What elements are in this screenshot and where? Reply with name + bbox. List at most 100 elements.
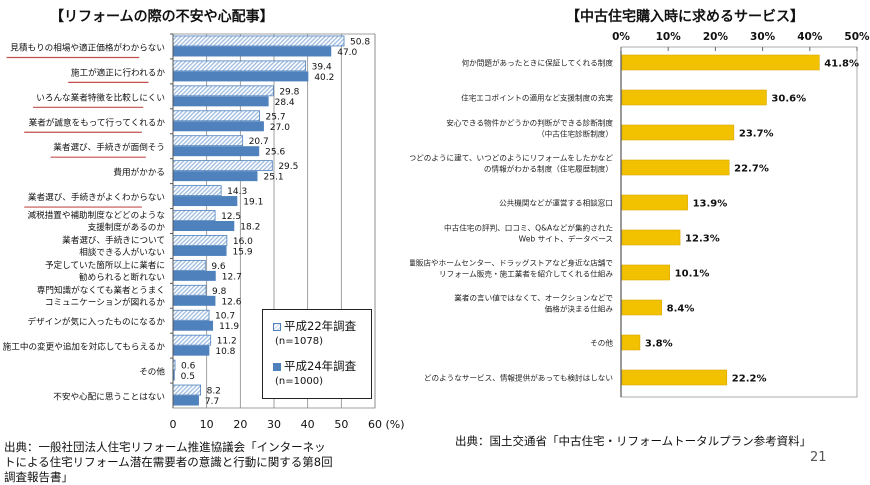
bar-h24 (173, 96, 269, 107)
category-label: Web サイト、データベース (519, 234, 613, 244)
category-label: 中古住宅の評判、口コミ、Q&Aなどが集約された (444, 223, 613, 233)
bar-h24 (173, 320, 214, 331)
bar-h22 (172, 85, 274, 97)
category-label: の情報がわかる制度（住宅履歴制度） (484, 164, 613, 174)
left-chart-title: 【リフォームの際の不安や心配事】 (50, 9, 274, 25)
bar-h24 (173, 370, 175, 381)
data-label: 23.7% (739, 129, 774, 140)
data-label: 11.2 (217, 337, 237, 347)
category-label: 家電量販店やホームセンター、ドラッグストアなど身近な店舗で (410, 258, 613, 268)
category-label: 施工中の変更や追加を対応してもらえるか (3, 341, 166, 353)
legend-item-h22: 平成22年調査 (273, 318, 356, 334)
bar-h24 (173, 146, 260, 157)
category-label: 業者が誠意をもって行ってくれるか (29, 116, 166, 128)
x-tick-label: 50 (334, 418, 348, 431)
left-chart: 見積もりの相場や適正価格がわからない 50.847.0 施工が適正に行われるか 39.… (3, 33, 405, 431)
category-label: 業者の言い値ではなくて、オークションなどで (454, 293, 613, 303)
category-label: リフォーム販売・施工業者を紹介してくれる仕組み (439, 269, 613, 279)
legend-label-h22: 平成22年調査 (284, 319, 357, 333)
left-chart-legend: 平成22年調査 (n=1078) 平成24年調査 (n=1000) (262, 309, 372, 399)
category-label: その他 (139, 366, 165, 378)
bar (621, 369, 728, 386)
bar (621, 334, 641, 351)
data-label: 20.7 (249, 137, 269, 147)
bar-h22 (172, 235, 228, 246)
data-label: 25.1 (264, 173, 284, 183)
bar-h24 (173, 270, 216, 281)
data-label: 10.1% (675, 269, 710, 280)
legend-sample-h24: (n=1000) (275, 376, 323, 387)
category-label: 公共機関などが運営する相談窓口 (499, 198, 613, 208)
bar-h24 (173, 121, 264, 132)
data-label: 11.9 (219, 322, 239, 332)
bar (621, 159, 730, 176)
data-label: 19.1 (243, 198, 263, 208)
category-label: 勧められると断れない (79, 271, 165, 283)
category-label: 施工が適正に行われるか (71, 66, 166, 78)
bar-h22 (172, 284, 207, 296)
data-label: 41.8% (824, 59, 859, 70)
bar-h24 (173, 395, 199, 406)
category-label: 予定していた箇所以上に業者に (45, 259, 165, 271)
data-label: 8.2 (207, 387, 221, 397)
right-chart: 0% 10% 20% 30% 40% 50% 41.8% 何か問題があったときに保証してくれ… (410, 31, 870, 398)
bar (621, 89, 767, 106)
x-tick-label: 30% (750, 31, 776, 43)
bar-h22 (172, 384, 202, 396)
bar-h24 (173, 196, 238, 207)
left-chart-source: 出典：一般社団法人住宅リフォーム推進協議会「インターネットによる住宅リフォーム潜… (4, 440, 333, 484)
data-label: 22.2% (732, 374, 767, 385)
data-label: 27.0 (270, 123, 290, 133)
x-tick-label: 30 (267, 418, 281, 431)
category-label: 相談できる人がいない (79, 246, 165, 258)
category-label: （中古住宅診断制度） (537, 129, 613, 139)
bar-h22 (172, 110, 260, 122)
right-chart-title: 【中古住宅購入時に求めるサービス】 (566, 9, 804, 25)
bar-h22 (172, 135, 244, 147)
data-label: 9.8 (212, 287, 227, 297)
data-label: 9.6 (211, 262, 226, 272)
category-label: 何か問題があったときに保証してくれる制度 (462, 58, 614, 68)
bar (621, 299, 662, 316)
category-label: いろんな業者特徴を比較しにくい (36, 91, 165, 103)
x-tick-label: 50% (844, 31, 870, 43)
x-tick-label: 20% (703, 31, 729, 43)
bar (621, 264, 670, 281)
data-label: 28.4 (275, 98, 295, 108)
data-label: 18.2 (240, 223, 260, 233)
legend-sample-h22: (n=1078) (275, 336, 323, 347)
x-tick-label: 10 (200, 418, 214, 431)
bar-h24 (173, 345, 210, 356)
data-label: 12.5 (221, 212, 241, 222)
category-label: その他 (590, 338, 613, 348)
page-number: 21 (810, 450, 827, 465)
data-label: 10.8 (215, 347, 235, 357)
data-label: 0.5 (181, 372, 195, 382)
data-label: 22.7% (734, 164, 769, 175)
data-label: 10.7 (215, 312, 235, 322)
category-label: コミュニケーションが図れるか (45, 296, 166, 308)
data-label: 3.8% (645, 339, 673, 350)
x-tick-label: 40 (301, 418, 315, 431)
x-tick-label: 40% (797, 31, 823, 43)
category-label: 価格が決まる仕組み (545, 304, 614, 314)
bar-h24 (173, 171, 258, 182)
data-label: 50.8 (350, 37, 370, 47)
data-label: 40.2 (314, 73, 334, 83)
legend-swatch-hatched (273, 323, 281, 331)
bar-h24 (173, 295, 216, 306)
category-label: 業者選び、手続きがよくわからない (28, 191, 165, 203)
category-label: 費用がかかる (113, 166, 165, 178)
data-label: 13.9% (693, 199, 728, 210)
category-label: 支援制度があるのか (88, 221, 166, 233)
bar-h24 (173, 71, 309, 82)
category-label: 住宅エコポイントの適用など支援制度の充実 (461, 93, 613, 103)
legend-label-h24: 平成24年調査 (284, 359, 357, 373)
data-label: 0.6 (181, 362, 196, 372)
data-label: 30.6% (771, 94, 806, 105)
category-label: 業者選び、手続きが面倒そう (53, 141, 165, 153)
category-label: 不安や心配に思うことはない (53, 391, 165, 403)
data-label: 7.7 (205, 397, 219, 407)
data-label: 8.4% (667, 304, 695, 315)
bar-h22 (172, 259, 206, 271)
